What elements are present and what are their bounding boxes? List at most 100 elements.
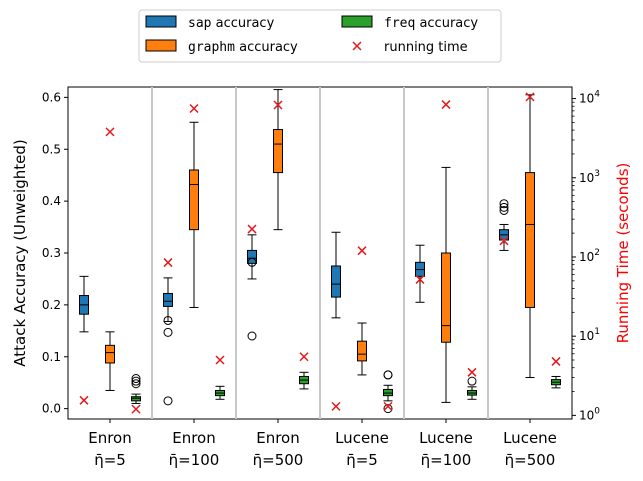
box-freq-accuracy [215,385,225,400]
legend-label: running time [384,40,468,55]
cross-stroke [215,355,225,365]
cross-stroke [383,401,393,411]
box-sap-accuracy [331,231,341,319]
outlier-point [163,315,173,325]
box-body [331,265,341,298]
box-body [105,344,115,364]
right-axis-label: Running Time (seconds) [614,163,632,344]
box-graphm-accuracy [105,331,115,391]
category-label-eta: η̄=5 [94,451,126,469]
legend-swatch [341,15,373,28]
right-y-tick-label: 103 [579,169,600,185]
category-label-eta: η̄=100 [421,451,472,469]
box-body [273,129,283,174]
outlier-point [247,257,257,267]
box-freq-accuracy [383,370,393,414]
running-time-marker [215,355,225,365]
left-y-tick-label: 0.1 [42,350,61,364]
box-freq-accuracy [467,376,477,400]
outlier-point [499,199,509,209]
box-body [131,396,141,402]
cross-stroke [105,127,115,137]
box-body [357,340,367,362]
running-time-marker [441,100,451,110]
category-label-eta: η̄=100 [169,451,220,469]
cross-stroke [525,92,535,102]
box-body [383,388,393,397]
left-y-tick-label: 0.5 [42,142,61,156]
running-time-marker [357,246,367,256]
box-sap-accuracy [163,277,173,406]
category-label-name: Enron [256,429,300,447]
outlier-point [131,379,141,389]
running-time-marker [131,404,141,414]
running-time-marker [383,401,393,411]
legend-swatch [145,39,177,52]
box-sap-accuracy [247,234,257,341]
running-time-marker [331,401,341,411]
box-body [525,172,535,308]
running-time-marker [467,367,477,377]
running-time-marker [299,352,309,362]
box-graphm-accuracy [189,121,199,308]
category-label-name: Enron [172,429,216,447]
box-sap-accuracy [79,275,89,333]
box-graphm-accuracy [441,166,451,403]
legend-frame [138,9,502,63]
outlier-point [131,374,141,384]
outlier-point [247,331,257,341]
outlier-point [499,202,509,212]
category-label-name: Lucene [503,429,557,447]
cross-stroke [79,395,89,405]
left-axis-label: Attack Accuracy (Unweighted) [11,139,29,366]
box-body [163,292,173,307]
legend-label: sap accuracy [188,16,275,31]
cross-stroke [189,103,199,113]
box-body [189,169,199,231]
left-y-tick-label: 0.0 [42,402,61,416]
legend-swatch [145,15,177,28]
category-label-name: Lucene [419,429,473,447]
box-body [441,252,451,343]
category-label-eta: η̄=500 [253,451,304,469]
cross-stroke [273,100,283,110]
category-label-eta: η̄=500 [505,451,556,469]
box-body [247,249,257,264]
legend-label: freq accuracy [384,16,478,31]
outlier-point [383,404,393,414]
box-freq-accuracy [299,371,309,390]
box-freq-accuracy [551,375,561,389]
left-y-tick-label: 0.2 [42,298,61,312]
outlier-point [163,396,173,406]
running-time-marker [415,274,425,284]
cross-stroke [357,246,367,256]
cross-stroke [331,401,341,411]
left-y-tick-label: 0.6 [42,90,61,104]
category-label-eta: η̄=5 [346,451,378,469]
right-y-tick-label: 104 [579,90,600,106]
category-label-name: Lucene [335,429,389,447]
outlier-point [163,327,173,337]
box-sap-accuracy [415,244,425,303]
left-y-tick-label: 0.4 [42,194,61,208]
cross-stroke [441,100,451,110]
cross-stroke [467,367,477,377]
running-time-marker [499,236,509,246]
outlier-point [131,376,141,386]
running-time-marker [273,100,283,110]
box-graphm-accuracy [273,89,283,231]
box-graphm-accuracy [357,322,367,376]
legend: sap accuracy graphm accuracy freq accuracy… [138,9,502,63]
box-freq-accuracy [131,374,141,404]
box-graphm-accuracy [525,94,535,378]
left-y-tick-label: 0.3 [42,246,61,260]
outlier-point [467,376,477,386]
cross-stroke [163,258,173,268]
running-time-marker [105,127,115,137]
cross-stroke [499,236,509,246]
category-label-name: Enron [88,429,132,447]
running-time-marker [189,103,199,113]
running-time-marker [247,224,257,234]
cross-stroke [299,352,309,362]
